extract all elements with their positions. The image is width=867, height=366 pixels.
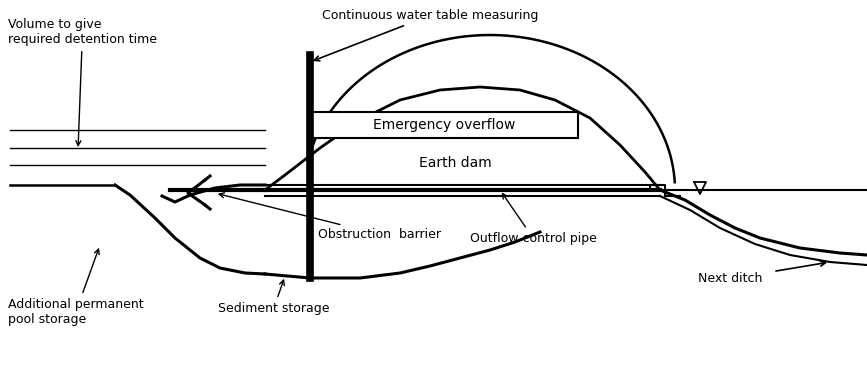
Text: Additional permanent
pool storage: Additional permanent pool storage	[8, 249, 144, 326]
Text: Obstruction  barrier: Obstruction barrier	[219, 193, 441, 241]
Bar	[310, 112, 578, 138]
Text: Continuous water table measuring: Continuous water table measuring	[315, 9, 538, 61]
Text: Outflow control pipe: Outflow control pipe	[470, 194, 596, 245]
Text: Sediment storage: Sediment storage	[218, 280, 329, 315]
Text: Emergency overflow: Emergency overflow	[373, 118, 515, 132]
Text: Next ditch: Next ditch	[698, 261, 825, 284]
Text: Volume to give
required detention time: Volume to give required detention time	[8, 18, 157, 146]
Text: Earth dam: Earth dam	[419, 156, 492, 170]
